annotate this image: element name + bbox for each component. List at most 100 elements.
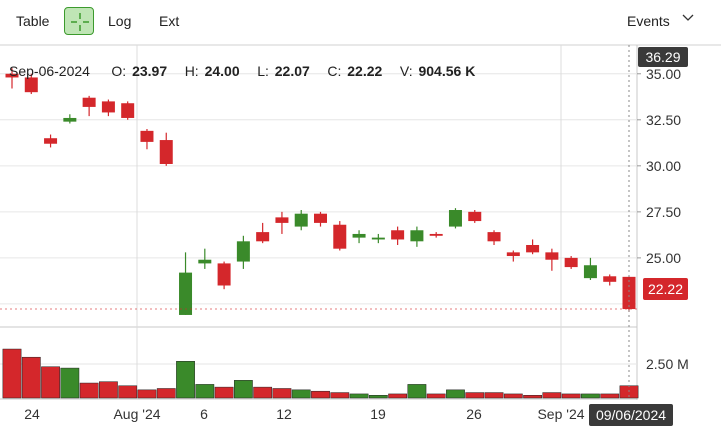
chevron-down-icon[interactable] [682, 13, 694, 23]
candle-body [140, 130, 154, 142]
log-button[interactable]: Log [108, 13, 132, 29]
volume-bar [349, 393, 369, 399]
candle-body [603, 276, 617, 282]
table-button[interactable]: Table [16, 13, 50, 29]
date-tick-label: 24 [24, 406, 40, 422]
candle-body [583, 265, 597, 279]
candle-body [314, 213, 327, 223]
open-label: O: [111, 63, 127, 79]
volume-bar [21, 356, 41, 399]
volume-bar [156, 388, 176, 399]
high-value: 24.00 [204, 63, 240, 79]
candle-body [5, 73, 19, 78]
candle-body [179, 272, 193, 315]
candle-body [159, 140, 173, 164]
candle-body [545, 252, 559, 260]
low-label: L: [257, 63, 269, 79]
volume-bar [214, 386, 234, 399]
candle-body [121, 103, 135, 118]
volume-bar [581, 393, 600, 399]
candle-body [622, 276, 636, 310]
candle-body [506, 252, 520, 257]
candle-body [82, 97, 96, 107]
volume-bar [176, 361, 195, 399]
volume-bar [60, 367, 80, 399]
candle-body [256, 232, 270, 242]
grid-lines [0, 44, 721, 400]
ohlc-date: Sep-06-2024 [9, 63, 90, 79]
date-tick-label: Aug '24 [113, 406, 160, 422]
price-chart[interactable]: 35.00 32.50 30.00 27.50 25.00 2.50 M 24 Aug '2… [0, 42, 721, 437]
candle-body [371, 237, 385, 240]
date-tick-label: 12 [276, 406, 292, 422]
volume-bar [311, 390, 330, 399]
candle-body [526, 244, 540, 253]
volume-bar [446, 389, 465, 399]
high-label: H: [184, 63, 199, 79]
candle-body [217, 263, 231, 286]
candle-body [391, 230, 405, 240]
date-tick-label: Sep '24 [537, 406, 584, 422]
volume-bars [2, 348, 639, 399]
crosshair-button[interactable] [64, 7, 94, 35]
candle-body [448, 210, 462, 227]
volume-bar [195, 384, 215, 399]
volume-bar [291, 389, 311, 399]
volume-bar [426, 393, 446, 399]
price-axis: 35.00 32.50 30.00 27.50 25.00 2.50 M [637, 66, 689, 372]
volume-value: 904.56 K [418, 63, 476, 79]
close-value: 22.22 [347, 63, 383, 79]
volume-bar [484, 392, 504, 399]
close-label: C: [327, 63, 342, 79]
candle-body [429, 233, 443, 236]
volume-bar [272, 388, 292, 399]
volume-bar [561, 393, 581, 399]
candle-body [333, 224, 347, 249]
volume-bar [118, 385, 138, 399]
volume-label: V: [399, 63, 413, 79]
volume-bar [330, 392, 350, 399]
date-tick-label: 26 [466, 406, 482, 422]
candle-body [198, 259, 212, 264]
chart-canvas[interactable]: 35.00 32.50 30.00 27.50 25.00 2.50 M 24 Aug '2… [0, 42, 721, 437]
price-tick-label: 30.00 [646, 158, 681, 174]
events-dropdown[interactable]: Events [627, 13, 670, 29]
last-price-badge: 22.22 [643, 278, 688, 300]
volume-bar [368, 395, 388, 399]
price-tick-label: 35.00 [646, 66, 681, 82]
date-axis: 24 Aug '24 6 12 19 26 Sep '24 [24, 406, 585, 422]
volume-bar [41, 366, 60, 399]
candle-body [236, 241, 250, 262]
price-tick-label: 25.00 [646, 250, 681, 266]
candlesticks [5, 68, 636, 315]
chart-toolbar: Table Log Ext Events [0, 0, 721, 42]
volume-bar [137, 389, 157, 399]
candle-body [24, 77, 38, 93]
volume-tick-label: 2.50 M [646, 356, 689, 372]
date-tick-label: 19 [370, 406, 386, 422]
volume-bar [233, 380, 253, 399]
cursor-date-badge: 09/06/2024 [589, 404, 673, 426]
crosshair-icon [71, 13, 89, 31]
candle-body [63, 117, 77, 122]
volume-bar [79, 382, 99, 399]
low-value: 22.07 [274, 63, 310, 79]
volume-bar [465, 392, 485, 399]
ext-button[interactable]: Ext [159, 13, 180, 29]
volume-bar [523, 395, 542, 399]
candle-body [410, 230, 424, 242]
candle-body [352, 233, 366, 238]
ohlc-legend: Sep-06-2024 O: 23.97 H: 24.00 L: 22.07 C… [9, 63, 477, 79]
volume-bar [600, 393, 620, 399]
volume-bar [253, 386, 273, 399]
candle-body [468, 211, 482, 222]
candle-body [294, 213, 308, 227]
candle-body [275, 217, 289, 223]
candle-body [564, 257, 578, 268]
high-price-badge: 36.29 [638, 47, 688, 67]
open-value: 23.97 [132, 63, 168, 79]
volume-bar [99, 381, 118, 399]
candle-body [487, 232, 501, 242]
price-tick-label: 27.50 [646, 204, 681, 220]
volume-bar [407, 384, 427, 399]
